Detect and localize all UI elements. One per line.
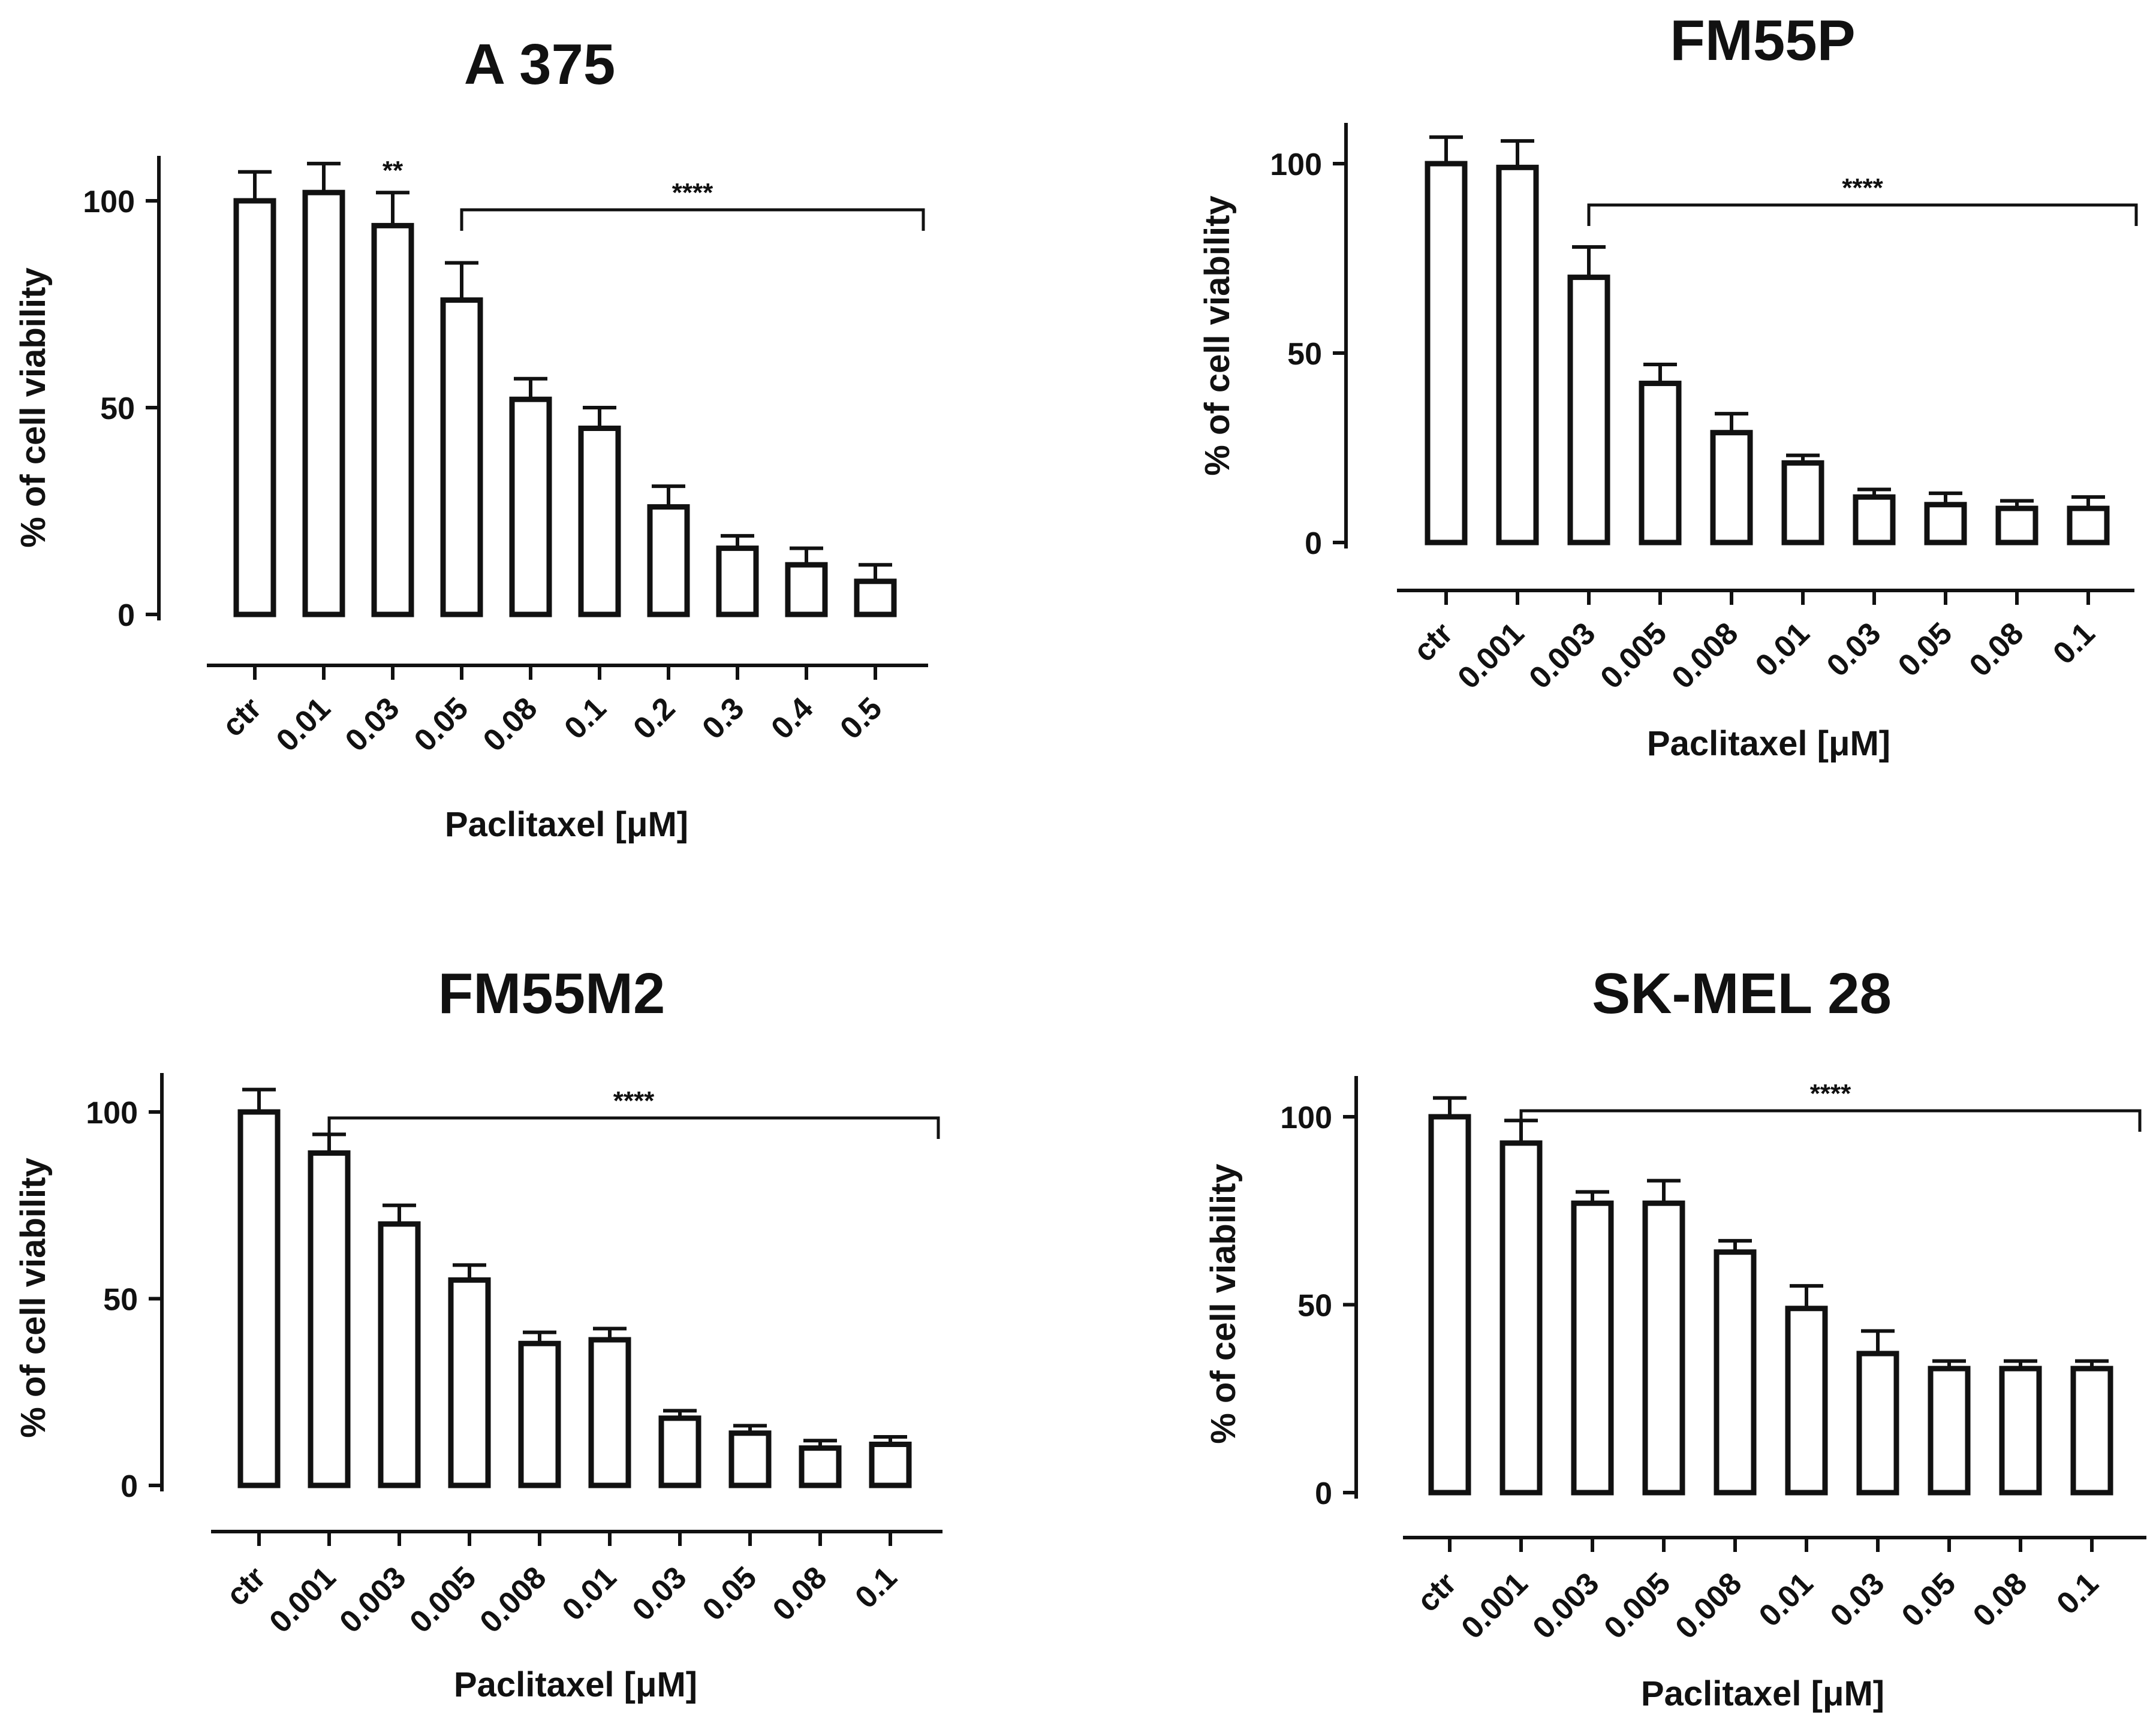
y-tick-label: 100	[1270, 147, 1322, 182]
bar	[302, 189, 345, 617]
y-tick-label: 0	[1315, 1476, 1332, 1511]
bar	[799, 1445, 842, 1488]
significance-bracket	[1587, 203, 2138, 226]
x-axis-label: Paclitaxel [μM]	[445, 805, 688, 844]
bar	[1425, 161, 1468, 545]
bar	[237, 1109, 281, 1488]
bar	[1499, 1140, 1543, 1496]
bar	[869, 1441, 912, 1488]
x-axis-label: Paclitaxel [μM]	[454, 1665, 697, 1704]
bar	[1567, 275, 1610, 545]
y-axis-label: % of cell viability	[1198, 195, 1237, 475]
x-axis-label: Paclitaxel [μM]	[1647, 724, 1890, 763]
bar	[1928, 1366, 1971, 1496]
significance-label: ****	[672, 178, 713, 207]
bar	[647, 504, 690, 617]
y-tick-label: 50	[1297, 1289, 1332, 1324]
bar	[1999, 1366, 2042, 1496]
bar	[378, 1221, 421, 1488]
bar	[716, 545, 759, 617]
bar	[2070, 1366, 2113, 1496]
bar	[440, 297, 483, 617]
bar	[1496, 164, 1539, 545]
y-tick-label: 0	[1305, 526, 1322, 561]
significance-label: ****	[1842, 173, 1883, 203]
y-tick-label: 100	[1280, 1101, 1332, 1135]
bar	[371, 222, 414, 617]
significance-bracket	[327, 1116, 940, 1139]
bar	[1995, 505, 2038, 545]
chart-title: FM55M2	[438, 962, 666, 1026]
bar	[1785, 1306, 1828, 1496]
bar	[233, 198, 276, 617]
bar	[578, 426, 621, 617]
y-tick-label: 50	[100, 391, 135, 426]
y-tick-label: 0	[118, 598, 135, 633]
significance-bracket	[460, 208, 925, 231]
y-tick-label: 50	[103, 1283, 138, 1318]
bar	[1853, 494, 1896, 545]
bar	[308, 1150, 351, 1488]
chart-title: SK-MEL 28	[1592, 962, 1892, 1026]
bar	[1639, 381, 1682, 545]
bar	[1856, 1351, 1899, 1496]
bar	[1428, 1114, 1471, 1496]
significance-bracket	[1519, 1109, 2142, 1132]
y-tick-label: 50	[1287, 337, 1322, 372]
bar	[588, 1337, 631, 1488]
bar	[854, 578, 897, 617]
bar	[2067, 505, 2110, 545]
bar	[1781, 460, 1824, 545]
bar	[1714, 1249, 1757, 1496]
significance-label: **	[383, 156, 404, 185]
chart-title: FM55P	[1670, 8, 1855, 73]
bar	[509, 396, 552, 617]
y-tick-label: 100	[83, 185, 135, 219]
bar	[1642, 1200, 1685, 1496]
y-axis-label: % of cell viability	[14, 1158, 53, 1437]
bar	[1710, 430, 1753, 545]
bar	[1924, 502, 1967, 545]
y-tick-label: 100	[86, 1096, 138, 1131]
y-axis-label: % of cell viability	[1204, 1164, 1243, 1443]
bar	[518, 1340, 561, 1488]
bar	[785, 562, 828, 617]
x-axis-label: Paclitaxel [μM]	[1641, 1674, 1884, 1713]
bar	[658, 1415, 701, 1488]
bar	[1571, 1200, 1614, 1496]
bar	[448, 1277, 491, 1488]
chart-title: A 375	[464, 32, 616, 97]
y-tick-label: 0	[121, 1469, 138, 1504]
significance-label: ****	[613, 1086, 655, 1116]
y-axis-label: % of cell viability	[14, 267, 53, 547]
bar	[728, 1430, 772, 1488]
significance-label: ****	[1810, 1079, 1851, 1108]
